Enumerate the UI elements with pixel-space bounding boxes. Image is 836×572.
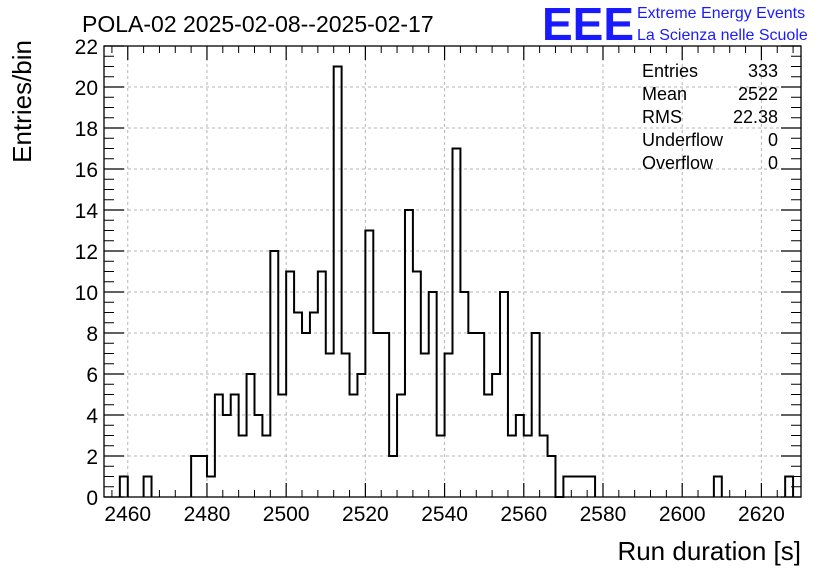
axis-ticks [104,45,801,498]
x-tick-label-4: 2540 [421,503,468,526]
y-tick-label-7: 14 [75,200,99,223]
x-tick-labels: 2460 2480 2500 2520 2540 2560 2580 2600 2620 [104,503,784,526]
x-tick-label-6: 2580 [580,503,627,526]
stats-rms-label: RMS [642,107,682,127]
stats-underflow-label: Underflow [642,130,724,150]
x-axis-title: Run duration [s] [617,536,801,566]
stats-underflow-value: 0 [768,130,778,150]
chart-title: POLA-02 2025-02-08--2025-02-17 [82,11,434,37]
stats-overflow-label: Overflow [642,153,714,173]
x-tick-label-2: 2500 [263,503,310,526]
stats-box: Entries 333 Mean 2522 RMS 22.38 Underflo… [642,61,778,173]
y-tick-label-0: 0 [86,487,98,510]
eee-logo: EEE Extreme Energy Events La Scienza nel… [542,0,808,50]
stats-entries-value: 333 [748,61,778,81]
y-axis-title: Entries/bin [7,40,37,163]
y-tick-label-9: 18 [75,118,98,141]
y-tick-label-2: 4 [86,405,98,428]
stats-rms-value: 22.38 [733,107,778,127]
logo-line-1: Extreme Energy Events [637,5,805,22]
logo-line-2: La Scienza nelle Scuole [637,27,808,44]
x-tick-label-1: 2480 [184,503,231,526]
stats-mean-value: 2522 [738,84,778,104]
x-tick-label-8: 2620 [738,503,785,526]
histogram-outline [118,65,795,498]
y-tick-label-11: 22 [75,36,98,59]
y-tick-label-8: 16 [75,159,98,182]
x-tick-label-5: 2560 [500,503,547,526]
y-tick-label-4: 8 [86,323,98,346]
y-tick-label-6: 12 [75,241,98,264]
y-tick-label-3: 6 [86,364,98,387]
x-tick-label-0: 2460 [104,503,151,526]
logo-mark: EEE [542,0,634,50]
x-tick-label-7: 2600 [659,503,706,526]
stats-overflow-value: 0 [768,153,778,173]
x-tick-label-3: 2520 [342,503,389,526]
stats-mean-label: Mean [642,84,687,104]
y-tick-label-5: 10 [75,282,98,305]
y-tick-label-1: 2 [86,446,98,469]
stats-entries-label: Entries [642,61,698,81]
y-tick-label-10: 20 [75,77,98,100]
y-tick-labels: 0 2 4 6 8 10 12 14 16 18 20 22 [75,36,99,510]
